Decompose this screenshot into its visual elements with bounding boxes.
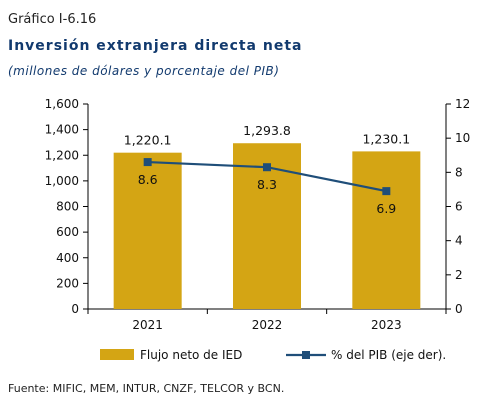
bar-data-label: 1,220.1: [124, 133, 172, 148]
legend-line-label: % del PIB (eje der).: [331, 348, 446, 362]
y-right-tick-label: 10: [455, 131, 470, 145]
legend-line-marker: [302, 351, 310, 359]
line-data-label: 8.3: [257, 177, 277, 192]
x-tick-label: 2022: [252, 318, 283, 332]
line-point: [143, 158, 152, 167]
y-right-tick-label: 2: [455, 268, 463, 282]
line-point: [382, 187, 391, 196]
legend-bar-label: Flujo neto de IED: [140, 348, 242, 362]
y-right-tick-label: 8: [455, 165, 463, 179]
y-left-tick-label: 600: [56, 225, 79, 239]
y-left-tick-label: 1,000: [45, 174, 79, 188]
y-right-tick-label: 6: [455, 200, 463, 214]
line-point: [263, 163, 271, 172]
line-data-label: 8.6: [138, 172, 158, 187]
chart-label: Gráfico I-6.16: [8, 12, 97, 27]
y-left-tick-label: 1,200: [45, 148, 79, 162]
y-left-tick-label: 0: [71, 302, 79, 316]
bar: [352, 151, 421, 309]
bar: [113, 152, 182, 309]
bar-data-label: 1,293.8: [243, 123, 291, 138]
y-left-tick-label: 200: [56, 276, 79, 290]
y-left-tick-label: 1,600: [45, 97, 79, 111]
y-right-tick-label: 4: [455, 234, 463, 248]
chart-title: Inversión extranjera directa neta: [8, 38, 303, 54]
x-tick-label: 2023: [371, 318, 402, 332]
y-left-tick-label: 800: [56, 200, 79, 214]
source-note: Fuente: MIFIC, MEM, INTUR, CNZF, TELCOR …: [8, 382, 285, 395]
legend-bar-swatch: [100, 349, 134, 360]
bar-data-label: 1,230.1: [362, 131, 410, 146]
y-right-tick-label: 0: [455, 302, 463, 316]
y-left-tick-label: 1,400: [45, 123, 79, 137]
chart-subtitle: (millones de dólares y porcentaje del PI…: [8, 64, 280, 78]
y-left-tick-label: 400: [56, 251, 79, 265]
line-data-label: 6.9: [376, 201, 396, 216]
x-tick-label: 2021: [132, 318, 163, 332]
y-right-tick-label: 12: [455, 97, 470, 111]
